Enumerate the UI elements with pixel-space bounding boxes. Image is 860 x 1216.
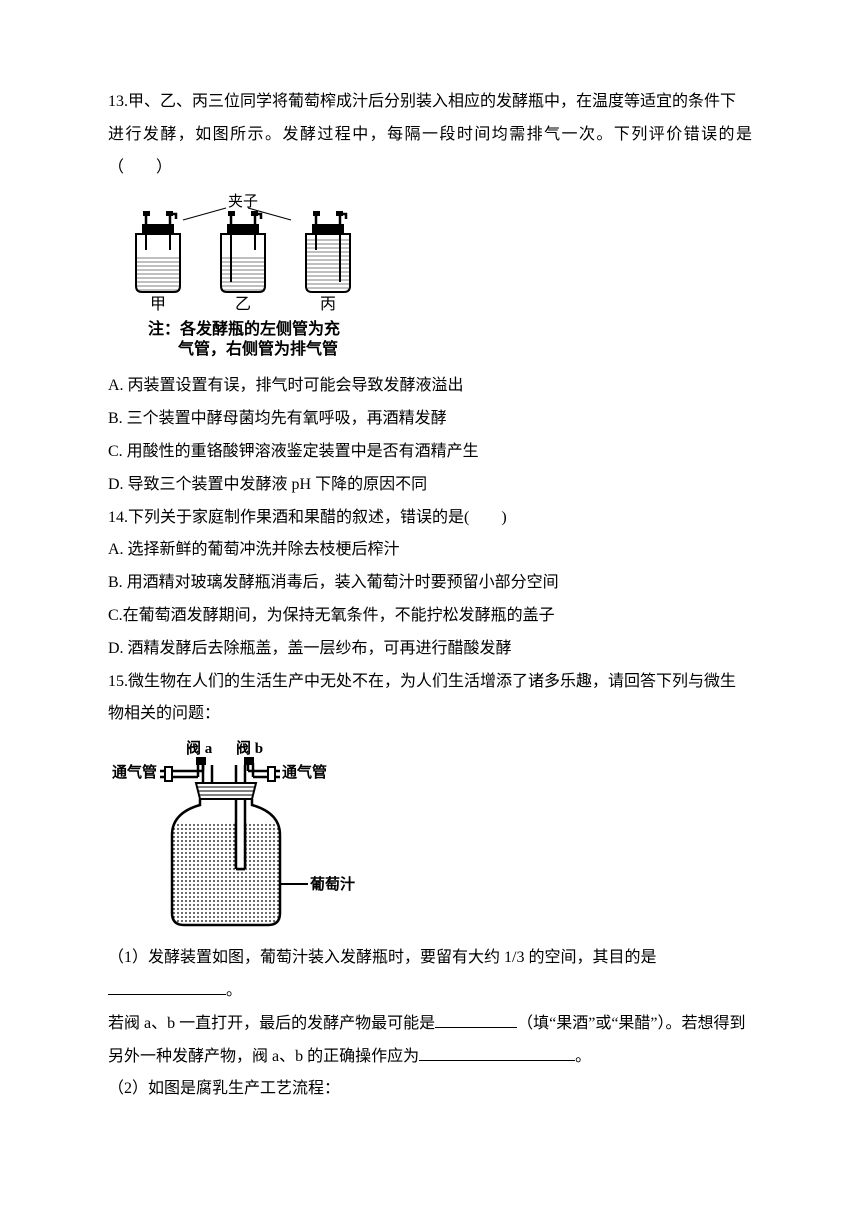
q14-option-c: C.在葡萄酒发酵期间，为保持无氧条件，不能拧松发酵瓶的盖子 <box>108 600 752 633</box>
svg-text:甲: 甲 <box>150 296 166 313</box>
svg-text:丙: 丙 <box>320 296 336 313</box>
q15-stem-line1: 15.微生物在人们的生活生产中无处不在，为人们生活增添了诸多乐趣，请回答下列与微… <box>108 666 752 699</box>
q15-part1b: 若阀 a、b 一直打开，最后的发酵产物最可能是（填“果酒”或“果醋”）。若想得到 <box>108 1008 752 1041</box>
q14-option-b: B. 用酒精对玻璃发酵瓶消毒后，装入葡萄汁时要预留小部分空间 <box>108 567 752 600</box>
valve-b-label: 阀 b <box>236 739 263 757</box>
q14-stem: 14.下列关于家庭制作果酒和果醋的叙述，错误的是( ) <box>108 502 752 535</box>
blank-3[interactable] <box>419 1043 575 1061</box>
q13-option-c: C. 用酸性的重铬酸钾溶液鉴定装置中是否有酒精产生 <box>108 436 752 469</box>
clip-label-text: 夹子 <box>228 193 258 210</box>
q13-option-b: B. 三个装置中酵母菌均先有氧呼吸，再酒精发酵 <box>108 403 752 436</box>
q14-number: 14. <box>108 509 128 526</box>
q13-note-l2: 气管，右侧管为排气管 <box>177 339 338 358</box>
q15-part1: （1）发酵装置如图，葡萄汁装入发酵瓶时，要留有大约 1/3 的空间，其目的是。 <box>108 942 752 1008</box>
q15-part1c: 另外一种发酵产物，阀 a、b 的正确操作应为。 <box>108 1041 752 1074</box>
tube-right-label: 通气管 <box>282 763 327 781</box>
tube-left-label: 通气管 <box>112 763 157 781</box>
q14-option-a: A. 选择新鲜的葡萄冲洗并除去枝梗后榨汁 <box>108 534 752 567</box>
bottle-bing: 丙 <box>306 211 350 313</box>
bottle-yi: 乙 <box>221 211 265 313</box>
blank-1[interactable] <box>108 977 226 995</box>
bottle-jia: 甲 <box>136 211 180 313</box>
q15-number: 15. <box>108 673 128 690</box>
q13-stem-line2: 进行发酵，如图所示。发酵过程中，每隔一段时间均需排气一次。下列评价错误的是（ ） <box>108 119 752 185</box>
q13-option-a: A. 丙装置设置有误，排气时可能会导致发酵液溢出 <box>108 370 752 403</box>
q15-stem-line2: 物相关的问题： <box>108 698 752 731</box>
q13-option-d: D. 导致三个装置中发酵液 pH 下降的原因不同 <box>108 469 752 502</box>
q13-number: 13. <box>108 93 128 110</box>
q15-figure: 阀 a 阀 b 通气管 通气管 <box>108 739 752 934</box>
blank-2[interactable] <box>435 1010 517 1028</box>
q13-stem-line1: 13.甲、乙、丙三位同学将葡萄榨成汁后分别装入相应的发酵瓶中，在温度等适宜的条件… <box>108 86 752 119</box>
juice-label: 葡萄汁 <box>309 875 355 893</box>
q15-part2: （2）如图是腐乳生产工艺流程： <box>108 1073 752 1106</box>
q13-figure: 夹子 甲 <box>108 192 752 362</box>
q14-option-d: D. 酒精发酵后去除瓶盖，盖一层纱布，可再进行醋酸发酵 <box>108 633 752 666</box>
valve-a-label: 阀 a <box>186 739 213 757</box>
q13-note-l1: 注：各发酵瓶的左侧管为充 <box>148 319 340 338</box>
svg-text:乙: 乙 <box>235 296 251 313</box>
